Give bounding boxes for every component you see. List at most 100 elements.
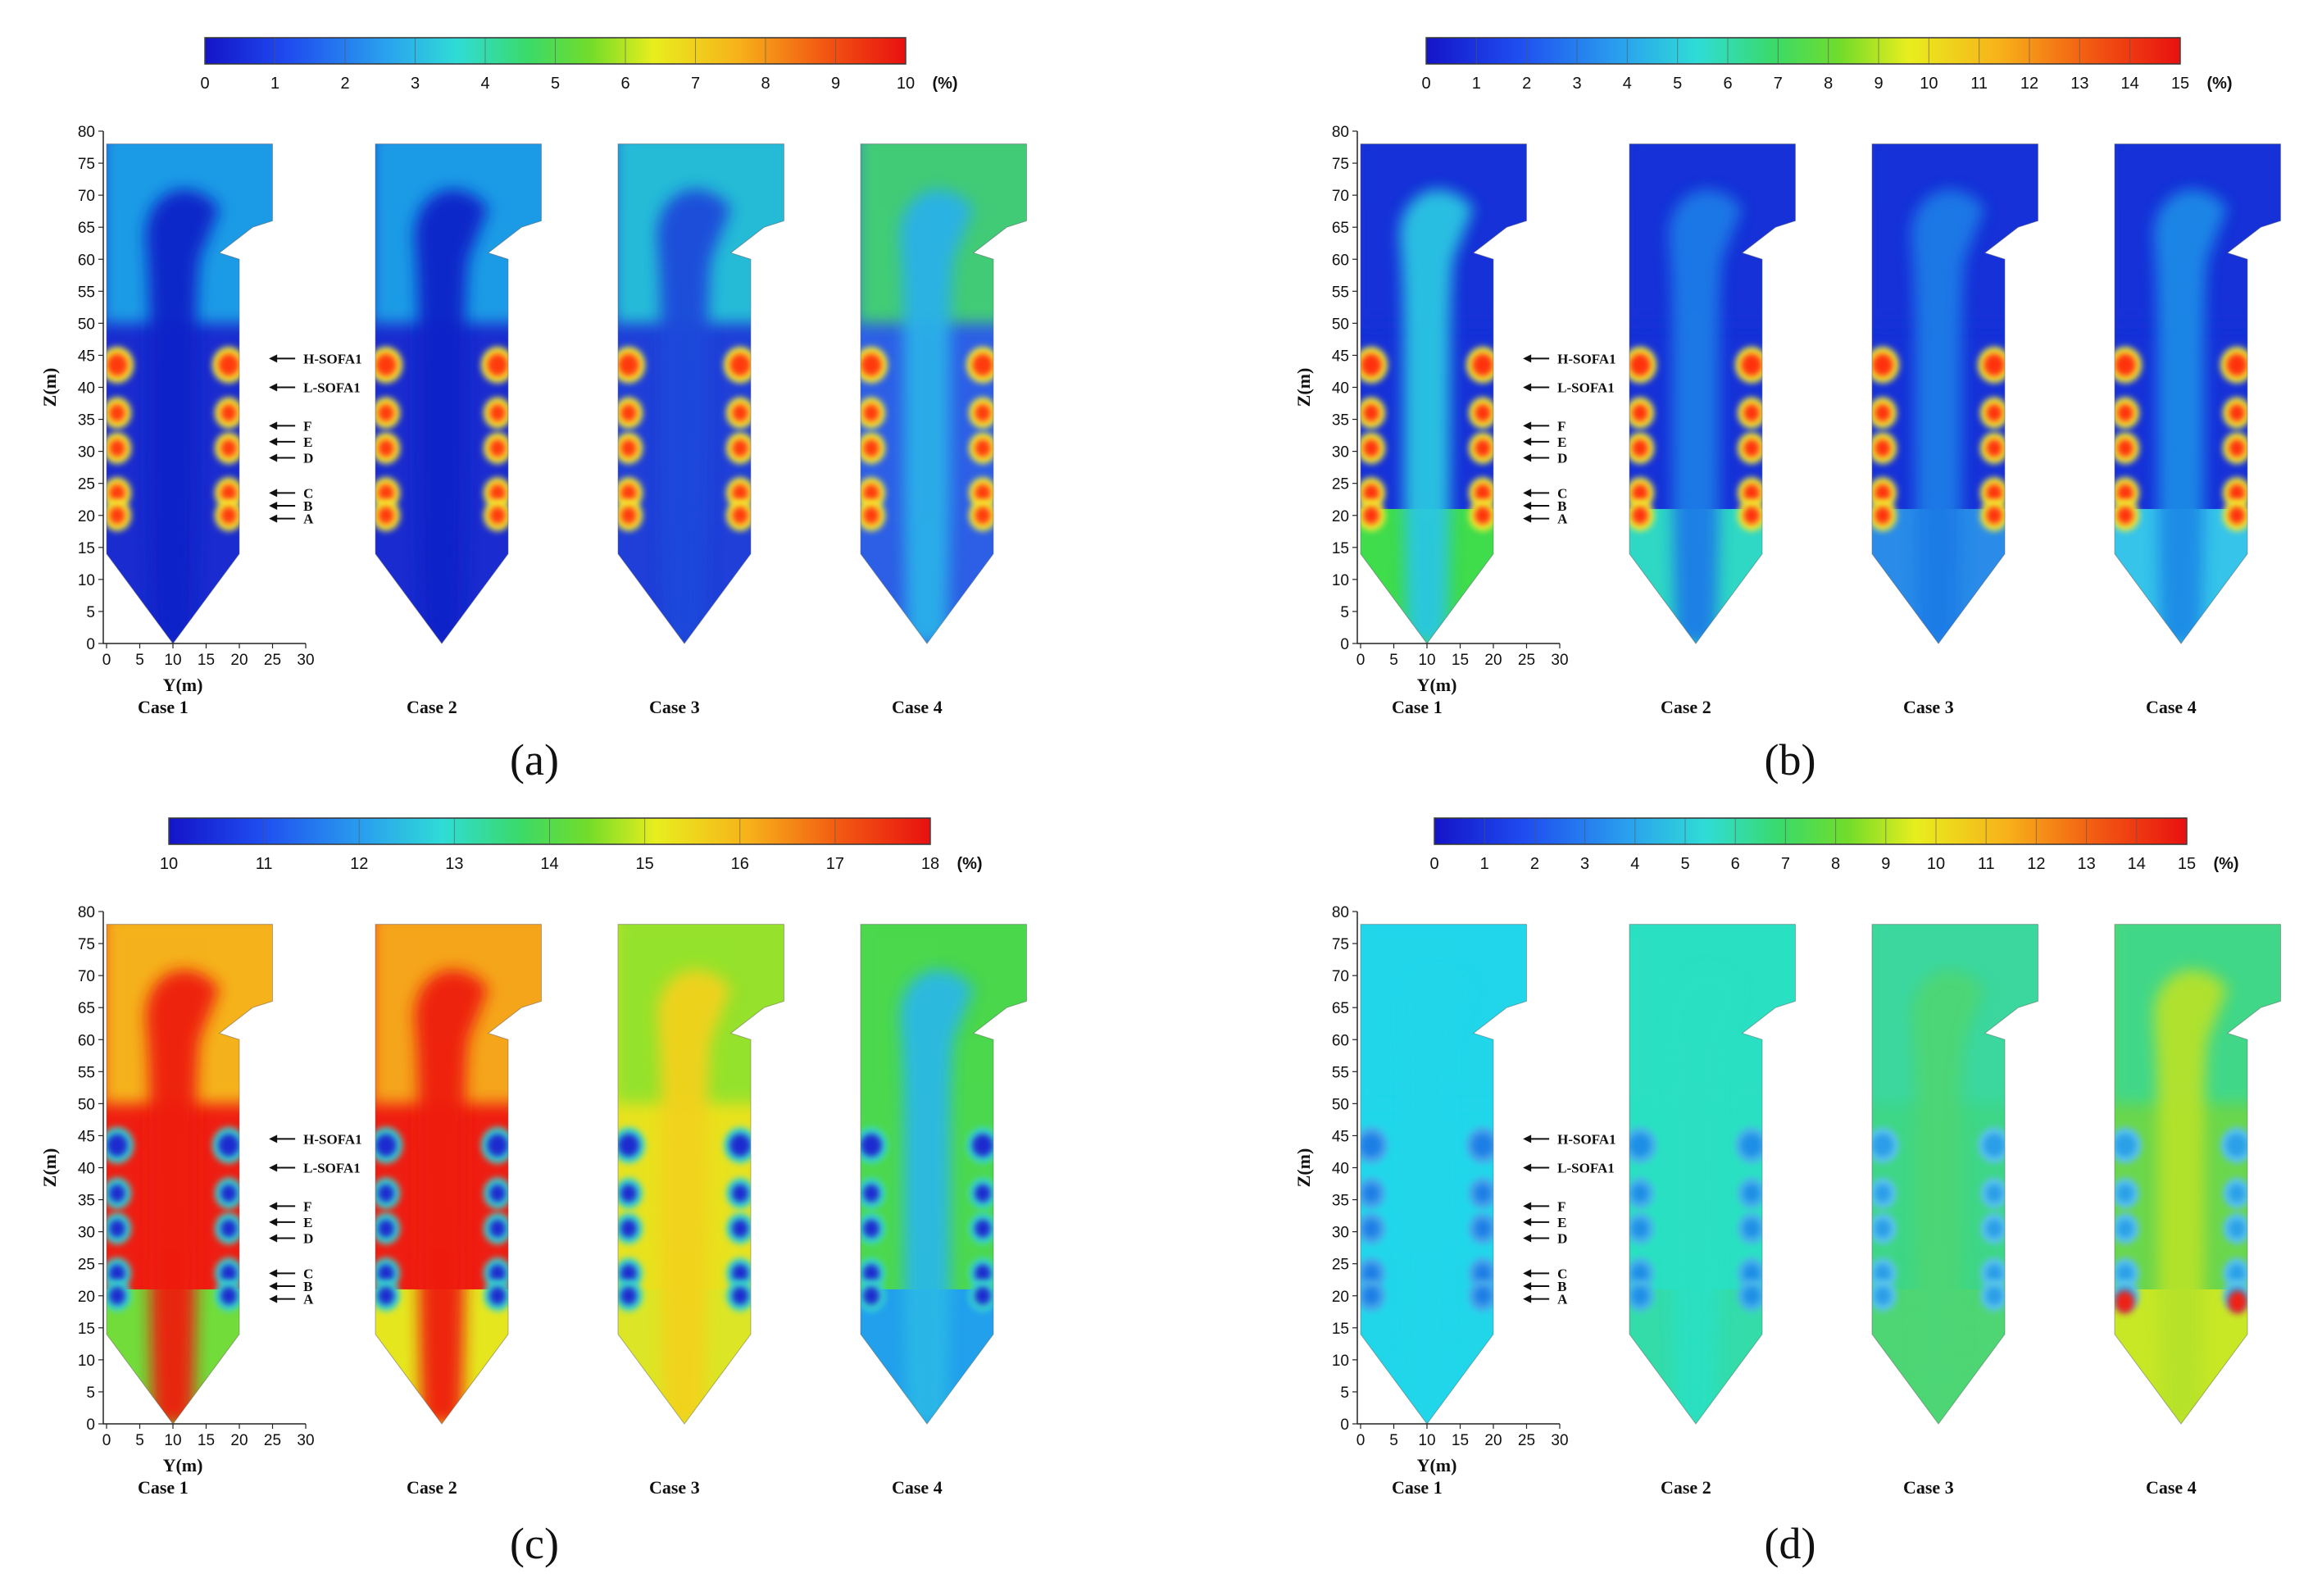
injection-arrow-head xyxy=(269,514,278,523)
injection-label: L-SOFA1 xyxy=(303,1161,361,1176)
injection-spot xyxy=(487,353,509,377)
injection-spot xyxy=(377,1219,394,1238)
injection-markers: H-SOFA1 L-SOFA1 FED CBA xyxy=(1523,351,1616,527)
colorbar-tick-label: 10 xyxy=(1920,75,1938,93)
colorbar-tick-label: 11 xyxy=(1970,75,1988,93)
z-tick-label: 20 xyxy=(78,1289,95,1306)
injection-arrow-head xyxy=(269,1294,278,1303)
contour-field xyxy=(1629,924,1796,1424)
z-tick-label: 45 xyxy=(78,1128,95,1145)
colorbar-tick-label: 11 xyxy=(1978,855,1995,873)
injection-spot xyxy=(1986,1264,2003,1283)
injection-spot xyxy=(1986,506,2003,525)
contour-field xyxy=(2115,924,2281,1424)
field-hopper xyxy=(2115,1289,2281,1424)
injection-spot xyxy=(1743,484,1761,502)
injection-spot xyxy=(108,1219,125,1238)
y-tick-label: 5 xyxy=(135,1432,144,1449)
z-tick-label: 30 xyxy=(1332,1225,1349,1242)
case-label: Case 2 xyxy=(407,1477,457,1498)
case-label: Case 1 xyxy=(138,697,189,717)
injection-spot xyxy=(2116,1219,2134,1238)
colorbar-tick-label: 8 xyxy=(1824,75,1833,93)
injection-spot xyxy=(1874,1184,1891,1203)
y-tick-label: 20 xyxy=(1484,652,1502,669)
field-plume xyxy=(1911,970,1985,1424)
z-tick-label: 60 xyxy=(78,1032,95,1049)
y-tick-label: 5 xyxy=(1389,1432,1398,1449)
injection-markers: H-SOFA1 L-SOFA1 FED CBA xyxy=(269,1131,362,1307)
panel-letter-b: (b) xyxy=(1764,735,1816,784)
panel-letter-c: (c) xyxy=(510,1519,559,1568)
injection-arrow-head xyxy=(1523,1282,1532,1291)
injection-spot xyxy=(1362,506,1379,525)
axes: 0 5 10 15 20 25 30 35 40 45 50 55 60 65 70 75 80 0 5 10 15 20… xyxy=(1293,904,1569,1476)
colorbar-tick-label: 5 xyxy=(1673,75,1682,93)
colorbar-tick-label: 14 xyxy=(2128,855,2146,873)
injection-spot xyxy=(108,1184,125,1203)
z-tick-label: 80 xyxy=(78,904,95,921)
contour-field xyxy=(618,924,784,1424)
field-plume xyxy=(1668,189,1743,643)
injection-spot xyxy=(2116,506,2134,525)
injection-spot xyxy=(2229,1219,2246,1238)
injection-arrow-head xyxy=(1523,502,1532,511)
case-label: Case 2 xyxy=(407,697,457,717)
injection-spot xyxy=(1362,484,1379,502)
injection-spot xyxy=(1362,439,1379,457)
colorbar-tick-label: 3 xyxy=(1580,855,1589,873)
z-tick-label: 75 xyxy=(1332,936,1349,953)
furnace-case-4: Case 4 xyxy=(2114,143,2281,717)
injection-label: D xyxy=(1557,1230,1567,1246)
y-tick-label: 30 xyxy=(297,1432,314,1449)
injection-spot xyxy=(862,439,879,457)
injection-arrow-head xyxy=(1523,1134,1532,1144)
injection-spot xyxy=(1986,1184,2003,1203)
axes: 0 5 10 15 20 25 30 35 40 45 50 55 60 65 70 75 80 0 5 10 15 20… xyxy=(1293,124,1569,695)
colorbar-tick-label: 12 xyxy=(2020,75,2038,93)
colorbar-tick-label: 12 xyxy=(350,855,368,873)
colorbar-tick-label: 13 xyxy=(2077,855,2095,873)
z-tick-label: 10 xyxy=(78,572,95,589)
field-hopper xyxy=(1629,508,1796,643)
colorbar-tick-label: 7 xyxy=(1774,75,1783,93)
injection-label: L-SOFA1 xyxy=(303,380,361,396)
injection-spot xyxy=(732,484,749,502)
injection-spot xyxy=(489,484,507,502)
colorbar-tick-label: 8 xyxy=(1831,855,1840,873)
injection-spot xyxy=(2229,506,2246,525)
z-axis-title: Z(m) xyxy=(39,1148,60,1188)
z-tick-label: 70 xyxy=(1332,188,1349,205)
injection-markers: H-SOFA1 L-SOFA1 FED CBA xyxy=(269,351,362,527)
injection-spot xyxy=(2116,1184,2134,1203)
injection-spot xyxy=(1475,403,1492,422)
furnace-case-2: Case 2 xyxy=(375,143,542,717)
injection-spot xyxy=(975,1264,992,1283)
injection-spot xyxy=(862,1219,879,1238)
injection-spot xyxy=(1743,1219,1761,1238)
z-axis-title: Z(m) xyxy=(1293,1148,1314,1188)
z-tick-label: 20 xyxy=(1332,508,1349,525)
injection-spot xyxy=(1874,1219,1891,1238)
z-tick-label: 35 xyxy=(1332,412,1349,430)
injection-spot xyxy=(1631,403,1648,422)
injection-label: C xyxy=(303,1266,313,1281)
z-tick-label: 70 xyxy=(78,968,95,985)
injection-arrow-head xyxy=(1523,1217,1532,1226)
colorbar-tick-label: 10 xyxy=(1927,855,1945,873)
z-tick-label: 70 xyxy=(78,188,95,205)
colorbar-tick-label: 2 xyxy=(340,75,349,93)
colorbar-tick-label: 14 xyxy=(540,855,558,873)
injection-spot xyxy=(1631,484,1648,502)
z-tick-label: 5 xyxy=(86,1385,95,1402)
colorbar-tick-label: 6 xyxy=(620,75,629,93)
z-tick-label: 30 xyxy=(1332,444,1349,462)
furnace-case-4: Case 4 xyxy=(2114,924,2281,1498)
injection-label: D xyxy=(303,1230,313,1246)
injection-spot xyxy=(620,1184,637,1203)
colorbar-tick-label: 2 xyxy=(1530,855,1539,873)
z-tick-label: 45 xyxy=(1332,1128,1349,1145)
injection-spot xyxy=(220,403,238,422)
injection-arrow-head xyxy=(269,1202,278,1211)
